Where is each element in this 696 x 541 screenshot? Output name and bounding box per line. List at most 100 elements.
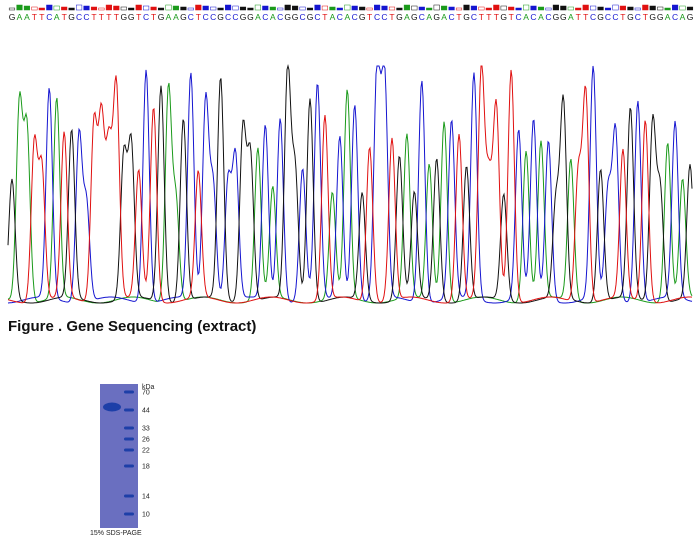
marker-band xyxy=(124,437,134,441)
base-call: C xyxy=(188,12,194,22)
quality-bar xyxy=(247,7,254,11)
quality-bar xyxy=(612,4,619,11)
base-call: A xyxy=(568,12,574,22)
base-call: C xyxy=(590,12,596,22)
quality-bar xyxy=(523,4,530,11)
marker-label: 70 xyxy=(142,390,150,397)
quality-bar xyxy=(485,7,492,11)
base-call: G xyxy=(553,12,560,22)
quality-bar xyxy=(329,6,336,11)
quality-bar xyxy=(217,7,224,11)
quality-bar xyxy=(470,5,477,11)
base-call: A xyxy=(665,12,671,22)
quality-bar xyxy=(120,6,127,11)
quality-bar xyxy=(8,7,16,11)
quality-bar xyxy=(269,6,276,11)
quality-bar xyxy=(105,4,112,11)
quality-bar xyxy=(433,4,440,11)
base-call: C xyxy=(419,12,425,22)
base-call: A xyxy=(330,12,336,22)
quality-bar xyxy=(53,5,60,11)
base-call: A xyxy=(426,12,432,22)
base-call: C xyxy=(612,12,618,22)
quality-bar xyxy=(284,4,291,11)
base-call: G xyxy=(396,12,403,22)
base-call: C xyxy=(449,12,455,22)
quality-bar xyxy=(403,4,410,11)
base-call: G xyxy=(158,12,165,22)
quality-bar xyxy=(537,6,545,11)
base-call: A xyxy=(173,12,179,22)
base-call: C xyxy=(352,12,358,22)
quality-bar xyxy=(567,6,574,11)
base-call: T xyxy=(486,12,491,22)
quality-bar xyxy=(98,7,105,11)
quality-bar xyxy=(351,5,358,11)
quality-bar xyxy=(344,4,351,11)
trace-T xyxy=(7,65,693,304)
base-call: T xyxy=(114,12,119,22)
quality-bar xyxy=(254,4,261,11)
base-call: C xyxy=(374,12,380,22)
quality-bar xyxy=(83,5,90,11)
quality-bar xyxy=(239,6,247,11)
quality-bar xyxy=(582,4,589,11)
base-call: A xyxy=(680,12,686,22)
base-call: T xyxy=(509,12,514,22)
quality-bar xyxy=(686,6,694,11)
quality-bar xyxy=(76,4,83,11)
base-call: A xyxy=(166,12,172,22)
base-call: G xyxy=(649,12,656,22)
base-call: T xyxy=(494,12,499,22)
base-call: T xyxy=(62,12,67,22)
base-call: T xyxy=(91,12,96,22)
base-call: C xyxy=(300,12,306,22)
marker-band xyxy=(124,464,134,468)
quality-bar xyxy=(634,7,641,11)
base-call: A xyxy=(24,12,30,22)
quality-bar xyxy=(336,7,343,11)
quality-bar xyxy=(508,6,515,11)
quality-bar xyxy=(321,5,328,11)
marker-band xyxy=(124,426,134,430)
quality-bar xyxy=(500,5,507,11)
quality-bar xyxy=(46,4,53,11)
base-call: T xyxy=(583,12,588,22)
base-call: G xyxy=(463,12,470,22)
base-call: G xyxy=(560,12,567,22)
base-call: A xyxy=(404,12,410,22)
quality-bar xyxy=(113,5,120,11)
base-call: T xyxy=(643,12,648,22)
base-call: G xyxy=(217,12,224,22)
quality-bar xyxy=(225,4,232,11)
base-call: A xyxy=(270,12,276,22)
base-call: T xyxy=(99,12,104,22)
quality-bar xyxy=(128,7,135,11)
quality-bar xyxy=(143,5,150,11)
base-quality-bars xyxy=(8,4,694,11)
quality-bar xyxy=(314,4,321,11)
quality-bar xyxy=(292,5,299,11)
quality-bar xyxy=(396,7,403,11)
base-call: G xyxy=(411,12,418,22)
base-call: C xyxy=(262,12,268,22)
quality-bar xyxy=(31,6,38,11)
base-call: G xyxy=(597,12,604,22)
marker-label: 10 xyxy=(142,512,150,519)
quality-bar xyxy=(277,7,284,11)
quality-bar xyxy=(68,7,75,11)
quality-bar xyxy=(366,7,373,11)
marker-band xyxy=(124,390,134,394)
base-call: A xyxy=(255,12,261,22)
quality-bar xyxy=(299,6,306,11)
base-call: C xyxy=(337,12,343,22)
quality-bar xyxy=(90,6,98,11)
base-call: C xyxy=(635,12,641,22)
base-call: A xyxy=(54,12,60,22)
base-call: T xyxy=(32,12,37,22)
base-call: G xyxy=(68,12,75,22)
quality-bar xyxy=(597,6,604,11)
marker-label: 22 xyxy=(142,448,150,455)
